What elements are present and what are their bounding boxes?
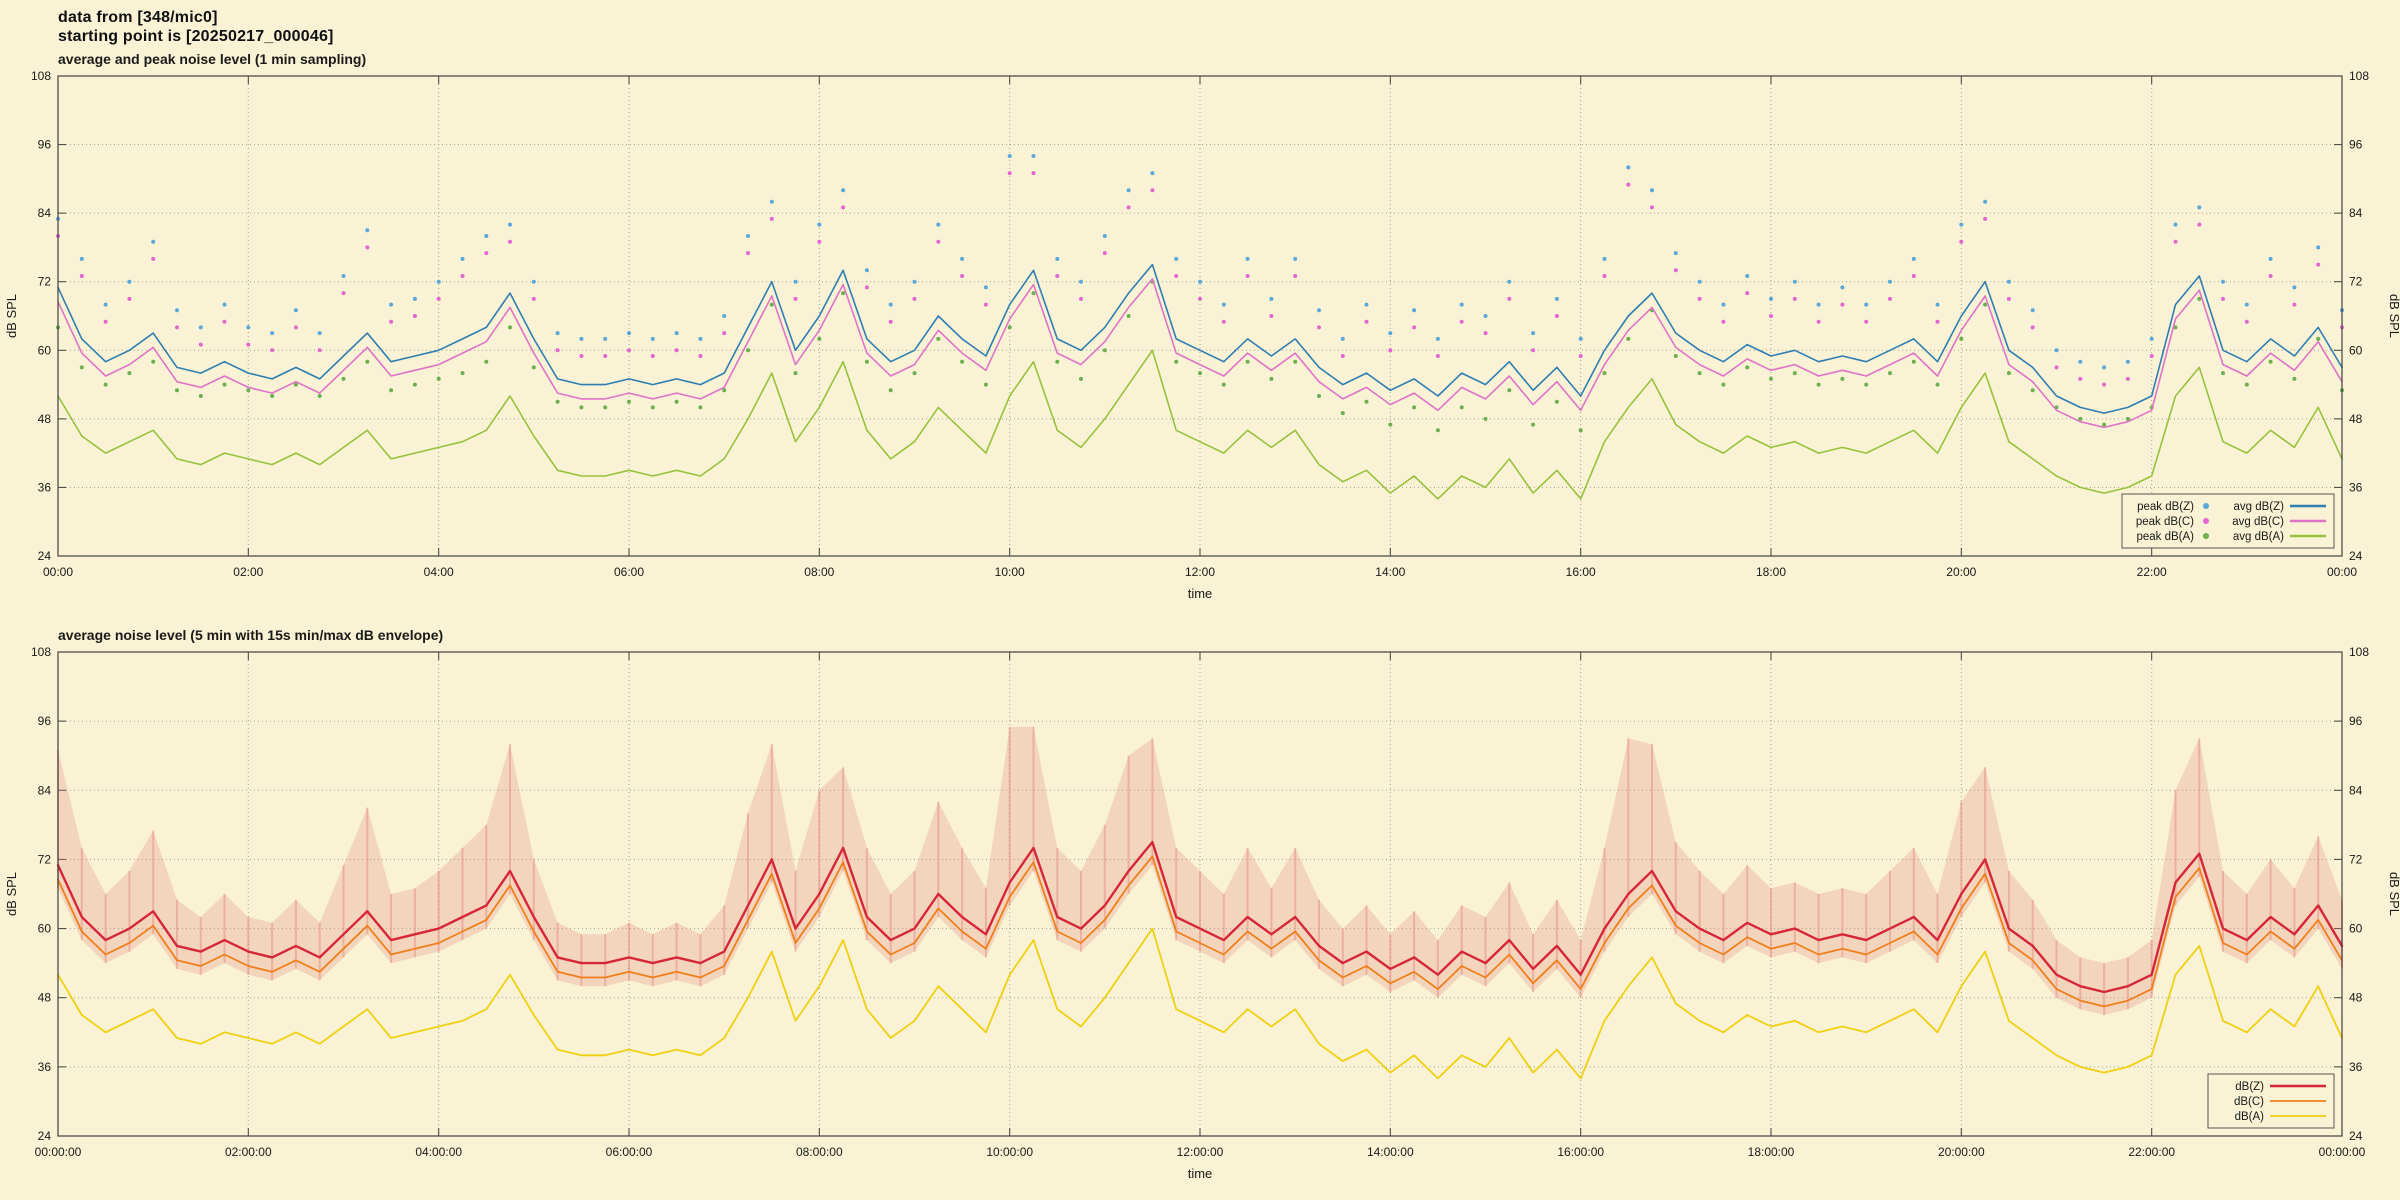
x-axis-label: time bbox=[1188, 1166, 1213, 1181]
y-axis-label: dB SPL bbox=[4, 294, 19, 338]
y-tick-label-right: 108 bbox=[2349, 69, 2369, 83]
plot-area bbox=[57, 75, 2343, 557]
x-tick-label: 16:00:00 bbox=[1557, 1145, 1604, 1159]
legend-marker bbox=[2203, 533, 2209, 539]
series-db-a- bbox=[57, 927, 2343, 1080]
x-tick-label: 00:00:00 bbox=[35, 1145, 82, 1159]
x-tick-label: 00:00 bbox=[43, 565, 73, 579]
legend-label: avg dB(Z) bbox=[2234, 501, 2285, 513]
y-tick-label-right: 48 bbox=[2349, 991, 2363, 1005]
header-line2: starting point is [20250217_000046] bbox=[58, 28, 334, 45]
legend-marker bbox=[2203, 518, 2209, 524]
y-tick-label-right: 60 bbox=[2349, 343, 2363, 357]
y-tick-label: 72 bbox=[38, 852, 52, 866]
y-tick-label-right: 24 bbox=[2349, 549, 2363, 563]
y-tick-label: 36 bbox=[38, 480, 52, 494]
x-tick-label: 12:00 bbox=[1185, 565, 1215, 579]
series-avg-db-a- bbox=[57, 349, 2343, 500]
legend-label: peak dB(Z) bbox=[2137, 501, 2194, 513]
header-line1: data from [348/mic0] bbox=[58, 9, 218, 26]
legend-label: peak dB(C) bbox=[2136, 516, 2194, 528]
x-tick-label: 14:00 bbox=[1375, 565, 1405, 579]
y-tick-label: 60 bbox=[38, 343, 52, 357]
y-tick-label-right: 108 bbox=[2349, 645, 2369, 659]
y-tick-label: 72 bbox=[38, 275, 52, 289]
bottom-chart: 24 24 36 36 48 48 60 60 72 72 84 84 96 96 108 108 00:00:… bbox=[4, 627, 2400, 1181]
y-tick-label: 84 bbox=[38, 206, 52, 220]
x-tick-label: 08:00:00 bbox=[796, 1145, 843, 1159]
y-tick-label: 84 bbox=[38, 783, 52, 797]
x-tick-label: 20:00 bbox=[1946, 565, 1976, 579]
y-axis-label-right: dB SPL bbox=[2387, 294, 2400, 338]
y-tick-label-right: 96 bbox=[2349, 138, 2363, 152]
series-peak-db-c- bbox=[56, 171, 2344, 387]
x-tick-label: 12:00:00 bbox=[1177, 1145, 1224, 1159]
legend-label: avg dB(A) bbox=[2233, 531, 2284, 543]
x-tick-label: 02:00:00 bbox=[225, 1145, 272, 1159]
x-tick-label: 06:00:00 bbox=[606, 1145, 653, 1159]
y-tick-label: 108 bbox=[31, 69, 51, 83]
series-avg-db-c- bbox=[57, 278, 2343, 429]
y-tick-label-right: 96 bbox=[2349, 714, 2363, 728]
y-tick-label-right: 84 bbox=[2349, 206, 2363, 220]
y-axis-label-right: dB SPL bbox=[2387, 872, 2400, 916]
legend-marker bbox=[2203, 503, 2209, 509]
plot-area bbox=[57, 651, 2343, 1137]
legend-label: dB(Z) bbox=[2235, 1081, 2264, 1093]
y-tick-label: 96 bbox=[38, 714, 52, 728]
legend: dB(Z) dB(C) dB(A) bbox=[2207, 1073, 2335, 1129]
y-tick-label-right: 36 bbox=[2349, 1060, 2363, 1074]
y-tick-label: 96 bbox=[38, 138, 52, 152]
y-tick-label: 36 bbox=[38, 1060, 52, 1074]
x-tick-label: 00:00 bbox=[2327, 565, 2357, 579]
y-tick-label-right: 24 bbox=[2349, 1129, 2363, 1143]
x-tick-label: 20:00:00 bbox=[1938, 1145, 1985, 1159]
x-tick-label: 02:00 bbox=[233, 565, 263, 579]
legend-label: avg dB(C) bbox=[2232, 516, 2284, 528]
chart-title: average noise level (5 min with 15s min/… bbox=[58, 627, 443, 643]
series-db-z- bbox=[56, 840, 2344, 994]
legend-label: peak dB(A) bbox=[2136, 531, 2194, 543]
header: data from [348/mic0] starting point is [… bbox=[0, 0, 2400, 46]
legend: peak dB(Z) peak dB(C) peak dB(A) avg dB(Z) a… bbox=[2121, 493, 2335, 549]
y-tick-label-right: 48 bbox=[2349, 412, 2363, 426]
y-tick-label: 24 bbox=[38, 1129, 52, 1143]
y-tick-label: 24 bbox=[38, 549, 52, 563]
x-tick-label: 10:00 bbox=[995, 565, 1025, 579]
y-axis-label: dB SPL bbox=[4, 872, 19, 916]
x-tick-label: 14:00:00 bbox=[1367, 1145, 1414, 1159]
y-tick-label-right: 84 bbox=[2349, 783, 2363, 797]
x-tick-label: 22:00:00 bbox=[2128, 1145, 2175, 1159]
x-tick-label: 18:00 bbox=[1756, 565, 1786, 579]
legend-label: dB(C) bbox=[2234, 1096, 2264, 1108]
chart-title: average and peak noise level (1 min samp… bbox=[58, 51, 366, 67]
x-tick-label: 18:00:00 bbox=[1748, 1145, 1795, 1159]
x-tick-label: 04:00:00 bbox=[415, 1145, 462, 1159]
x-tick-label: 16:00 bbox=[1566, 565, 1596, 579]
legend-label: dB(A) bbox=[2235, 1111, 2265, 1123]
x-axis-label: time bbox=[1188, 586, 1213, 601]
y-tick-label-right: 60 bbox=[2349, 922, 2363, 936]
series-peak-db-z- bbox=[56, 154, 2344, 370]
series-avg-db-z- bbox=[57, 263, 2343, 414]
x-tick-label: 08:00 bbox=[804, 565, 834, 579]
x-tick-label: 22:00 bbox=[2137, 565, 2167, 579]
x-tick-label: 06:00 bbox=[614, 565, 644, 579]
y-tick-label: 108 bbox=[31, 645, 51, 659]
x-tick-label: 04:00 bbox=[424, 565, 454, 579]
y-tick-label: 48 bbox=[38, 991, 52, 1005]
y-tick-label: 48 bbox=[38, 412, 52, 426]
x-tick-label: 10:00:00 bbox=[986, 1145, 1033, 1159]
top-chart: 24 24 36 36 48 48 60 60 72 72 84 84 96 96 108 108 00:00 0… bbox=[4, 51, 2400, 601]
y-tick-label: 60 bbox=[38, 922, 52, 936]
series-peak-db-a- bbox=[56, 279, 2344, 433]
series-db-c- bbox=[57, 855, 2343, 1008]
y-tick-label-right: 36 bbox=[2349, 480, 2363, 494]
y-tick-label-right: 72 bbox=[2349, 852, 2363, 866]
x-tick-label: 00:00:00 bbox=[2319, 1145, 2366, 1159]
envelope-band bbox=[58, 726, 2342, 1015]
grid bbox=[57, 75, 2343, 557]
y-tick-label-right: 72 bbox=[2349, 275, 2363, 289]
